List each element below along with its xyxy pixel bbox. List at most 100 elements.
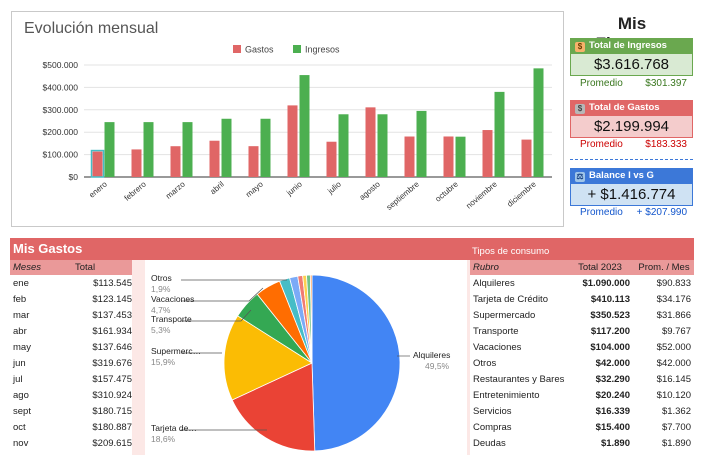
bar-chart-svg: $0 $100.000 $200.000 $300.000 $400.000 $500.0… [43,45,552,212]
balance-promedio: Promedio + $207.990 [570,206,693,220]
mes-name: oct [13,422,26,433]
rubro-header: Rubro [470,260,566,275]
mes-total: $137.453 [92,310,132,321]
y-tick-label: $0 [69,172,79,182]
bar-gastos-mayo[interactable] [248,146,259,177]
bar-ingresos-marzo[interactable] [182,122,193,177]
bar-ingresos-abril[interactable] [221,118,232,177]
legend-swatch-ingresos [293,45,301,53]
bar-ingresos-octubre[interactable] [455,136,466,177]
gastos-total-label: Total de Gastos [589,102,660,113]
rubro-total: $20.240 [595,390,630,401]
chart-title: Evolución mensual [24,20,159,37]
mes-total: $161.934 [92,326,132,337]
pie-leader-line [181,287,264,302]
bar-gastos-enero[interactable] [92,151,103,177]
bar-ingresos-diciembre[interactable] [533,68,544,177]
rubro-total: $117.200 [590,326,630,337]
rubro-promedio: $1.890 [661,438,691,449]
pie-slice-supermerc[interactable] [223,315,313,401]
mes-total: $113.545 [93,278,132,289]
bar-gastos-febrero[interactable] [131,149,142,177]
pie-pct-transporte: 5,3% [151,325,171,335]
mes-total: $319.676 [92,358,132,369]
rubro-total: $350.523 [590,310,630,321]
gastos-promedio-value: $183.333 [645,139,687,150]
mes-name: may [13,342,31,353]
y-tick-label: $100.000 [43,150,79,160]
pie-slice-tarjetade[interactable] [231,362,316,452]
bar-gastos-julio[interactable] [326,141,337,177]
bar-ingresos-febrero[interactable] [143,122,154,177]
pie-pct-alquileres: 49,5% [425,361,450,371]
bar-gastos-septiembre[interactable] [404,136,415,177]
x-tick-label: mayo [244,179,265,199]
pie-label-vacaciones: Vacaciones [151,294,195,304]
rubro-name: Entretenimiento [473,390,540,401]
gastos-promedio: Promedio $183.333 [570,138,693,152]
bar-gastos-diciembre[interactable] [521,139,532,177]
selected-bar-outline [90,149,105,178]
rubro-name: Tarjeta de Crédito [473,294,548,305]
rubro-name: Servicios [473,406,512,417]
mes-total: $180.887 [92,422,132,433]
rubro-promedio: $90.833 [656,278,691,289]
bar-gastos-junio[interactable] [287,105,298,177]
bar-ingresos-mayo[interactable] [260,118,271,177]
pie-label-transporte: Transporte [151,314,192,324]
gastos-header: $ Total de Gastos [570,100,693,115]
rubro-total: $104.000 [590,342,630,353]
pie-pct-vacaciones: 4,7% [151,305,171,315]
rubro-promedio: $16.145 [656,374,691,385]
bar-ingresos-noviembre[interactable] [494,91,505,177]
mes-name: jun [13,358,26,369]
bar-ingresos-septiembre[interactable] [416,110,427,177]
pie-slice-alquileres[interactable] [311,274,401,452]
rubro-promedio: $42.000 [656,358,691,369]
money-bag-icon: $ [575,42,585,52]
mes-name: sept [13,406,31,417]
rubro-name: Deudas [473,438,506,449]
total-header: Total [70,260,132,275]
pie-pct-otros: 1,9% [151,284,171,294]
rubro-name: Restaurantes y Bares [473,374,565,385]
rubro-name: Transporte [473,326,519,337]
bar-ingresos-julio[interactable] [338,114,349,177]
x-tick-label: octubre [434,179,461,203]
x-tick-label: abril [208,179,226,196]
rubro-total: $1.890 [600,438,630,449]
bar-gastos-agosto[interactable] [365,107,376,177]
rubro-total: $16.339 [595,406,630,417]
bar-ingresos-enero[interactable] [104,122,115,177]
legend-swatch-gastos [233,45,241,53]
ingresos-label: Total de Ingresos [589,40,667,51]
balance-header: ⚖ Balance I vs G [570,168,693,183]
x-tick-label: septiembre [385,179,422,212]
y-tick-label: $300.000 [43,105,79,115]
mes-total: $123.145 [92,294,132,305]
mes-total: $209.615 [92,438,132,449]
gastos-promedio-label: Promedio [580,139,623,150]
bar-ingresos-junio[interactable] [299,75,310,177]
bar-gastos-noviembre[interactable] [482,130,493,177]
rubro-total: $42.000 [595,358,630,369]
bar-ingresos-agosto[interactable] [377,114,388,177]
pie-pct-supermercado: 15,9% [151,357,176,367]
rubro-promedio: $7.700 [661,422,691,433]
x-tick-label: agosto [358,179,383,202]
rubro-total: $32.290 [595,374,630,385]
rubro-name: Otros [473,358,497,369]
bar-gastos-abril[interactable] [209,140,220,177]
legend-label-gastos: Gastos [245,45,274,55]
meses-header: Meses [10,260,70,275]
pie-slice-minor-10[interactable] [309,274,313,364]
pie-leader-line [181,309,252,322]
rubro-name: Vacaciones [473,342,522,353]
tipos-consumo-title: Tipos de consumo [472,246,550,257]
total-2023-header: Total 2023 [566,260,634,275]
bar-gastos-octubre[interactable] [443,136,454,177]
mes-total: $180.715 [92,406,132,417]
x-tick-label: noviembre [464,179,499,210]
bar-gastos-marzo[interactable] [170,146,181,177]
mes-total: $137.646 [92,342,132,353]
